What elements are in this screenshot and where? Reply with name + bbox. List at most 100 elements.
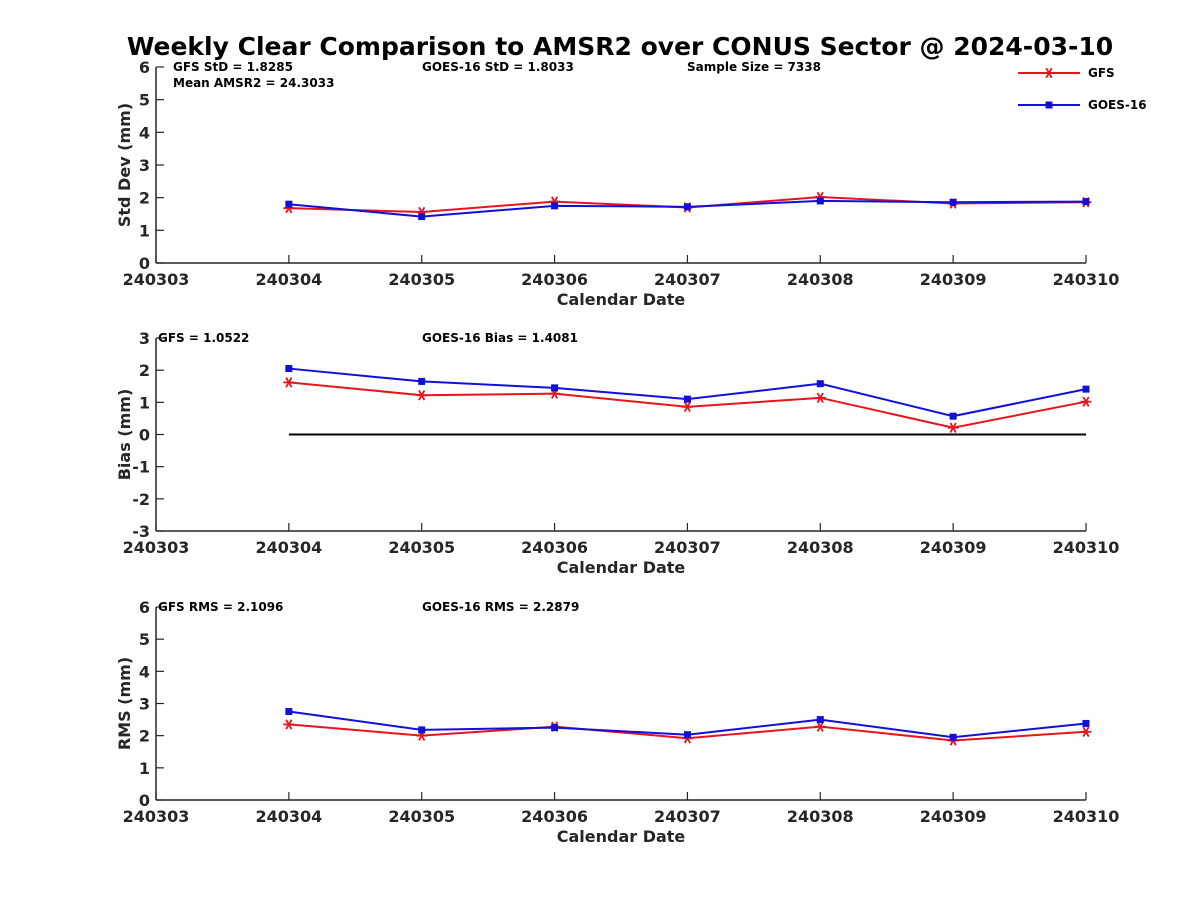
y-axis-label: RMS (mm) [115,657,134,750]
y-tick-label: 1 [139,221,150,240]
legend-marker-square [1045,101,1053,109]
data-point-goes16 [816,716,824,724]
x-axis-label: Calendar Date [557,558,686,577]
data-point-goes16 [1082,385,1090,393]
panel-1: 0 1 2 3 4 5 6 240303 240304 240305 240306 240307 240… [115,58,1119,309]
x-tick-label: 240303 [123,807,190,826]
panel-2: -3 -2 -1 0 1 2 3 240303 240304 240305 240306 240307… [115,329,1119,577]
y-tick-label: 3 [139,695,150,714]
y-tick-label: 2 [139,727,150,746]
legend-label: GFS [1088,66,1115,80]
data-point-goes16 [285,708,293,716]
data-point-goes16 [551,202,559,210]
panel-annotation: GFS StD = 1.8285 [173,60,293,74]
panel-annotation: GOES-16 StD = 1.8033 [422,60,574,74]
y-tick-label: 2 [139,189,150,208]
x-tick-label: 240308 [787,538,854,557]
y-tick-label: -1 [132,458,150,477]
data-point-goes16 [683,203,691,211]
data-point-gfs [283,719,295,730]
data-point-gfs [814,392,826,404]
data-point-goes16 [418,726,426,734]
data-point-goes16 [1082,719,1090,727]
y-tick-label: 0 [139,254,150,273]
panel-annotation: GOES-16 RMS = 2.2879 [422,600,579,614]
x-tick-label: 240306 [521,270,588,289]
legend-item-gfs: GFS [1018,66,1115,80]
data-point-gfs [1080,726,1092,738]
data-point-goes16 [683,731,691,739]
data-point-gfs [947,422,959,433]
y-tick-label: 3 [139,329,150,348]
x-tick-label: 240308 [787,270,854,289]
x-tick-label: 240307 [654,538,721,557]
y-tick-label: 2 [139,361,150,380]
x-tick-label: 240310 [1053,538,1120,557]
y-axis-label: Bias (mm) [115,389,134,481]
chart-title: Weekly Clear Comparison to AMSR2 over CO… [127,32,1113,61]
data-point-goes16 [949,733,957,741]
series-line-goes-16 [288,367,1087,418]
x-tick-label: 240304 [255,807,322,826]
x-tick-label: 240305 [388,270,455,289]
y-tick-label: 3 [139,156,150,175]
panel-3: 0 1 2 3 4 5 6 240303 240304 240305 240306 240307 240… [115,598,1119,846]
x-tick-label: 240309 [920,270,987,289]
x-tick-label: 240305 [388,538,455,557]
data-point-goes16 [551,724,559,732]
x-tick-label: 240307 [654,807,721,826]
y-tick-label: 1 [139,393,150,412]
legend-label: GOES-16 [1088,98,1147,112]
chart-legend: GFS GOES-16 [1018,66,1147,112]
data-point-goes16 [1082,198,1090,206]
y-axis-label: Std Dev (mm) [115,103,134,227]
data-point-goes16 [816,380,824,388]
x-tick-label: 240303 [123,270,190,289]
y-tick-label: 0 [139,426,150,445]
data-point-goes16 [949,412,957,420]
panel-annotation: GFS RMS = 2.1096 [158,600,283,614]
data-point-goes16 [285,365,293,373]
y-tick-label: 6 [139,58,150,77]
panel-annotation: Mean AMSR2 = 24.3033 [173,76,334,90]
x-tick-label: 240309 [920,807,987,826]
x-tick-label: 240305 [388,807,455,826]
panel-annotation: GOES-16 Bias = 1.4081 [422,331,578,345]
data-point-gfs [681,401,693,413]
data-point-gfs [1080,396,1092,407]
data-point-goes16 [816,197,824,205]
x-tick-label: 240304 [255,538,322,557]
data-point-goes16 [949,198,957,206]
x-tick-label: 240307 [654,270,721,289]
data-point-goes16 [418,213,426,221]
y-tick-label: 5 [139,630,150,649]
x-tick-label: 240310 [1053,807,1120,826]
x-tick-label: 240308 [787,807,854,826]
y-tick-label: 4 [139,662,150,681]
y-tick-label: 4 [139,123,150,142]
x-tick-label: 240303 [123,538,190,557]
x-tick-label: 240304 [255,270,322,289]
x-tick-label: 240306 [521,807,588,826]
x-axis-label: Calendar Date [557,827,686,846]
data-point-gfs [814,721,826,732]
legend-item-goes-16: GOES-16 [1018,98,1147,112]
x-tick-label: 240310 [1053,270,1120,289]
y-tick-label: -3 [132,522,150,541]
data-point-gfs [283,377,295,388]
data-point-goes16 [285,200,293,208]
x-tick-label: 240306 [521,538,588,557]
x-axis-label: Calendar Date [557,290,686,309]
y-tick-label: 5 [139,91,150,110]
data-point-goes16 [551,384,559,392]
panel-annotation: Sample Size = 7338 [687,60,821,74]
legend-marker-asterisk [1043,67,1055,79]
y-tick-label: 6 [139,598,150,617]
panel-annotation: GFS = 1.0522 [158,331,249,345]
data-point-goes16 [683,395,691,403]
x-tick-label: 240309 [920,538,987,557]
data-point-gfs [416,390,428,401]
